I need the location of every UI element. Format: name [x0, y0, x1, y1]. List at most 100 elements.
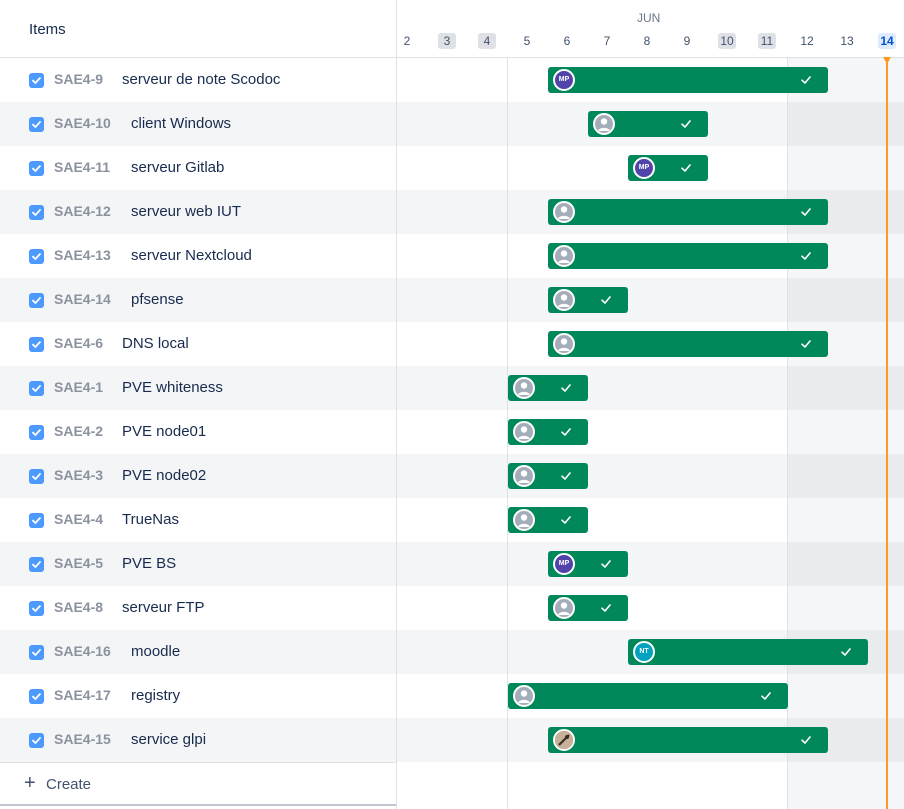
list-item[interactable]: SAE4-6 DNS local: [0, 322, 396, 366]
checkbox-icon[interactable]: [29, 557, 44, 572]
list-item[interactable]: SAE4-14 pfsense: [0, 278, 396, 322]
avatar: [553, 729, 575, 751]
list-item[interactable]: SAE4-4 TrueNas: [0, 498, 396, 542]
checkbox-icon[interactable]: [29, 293, 44, 308]
day-label: 14: [878, 33, 896, 49]
issue-key[interactable]: SAE4-11: [54, 159, 111, 175]
checkbox-icon[interactable]: [29, 337, 44, 352]
issue-bar[interactable]: MP: [628, 155, 708, 181]
list-item[interactable]: SAE4-11 serveur Gitlab: [0, 146, 396, 190]
issue-summary[interactable]: DNS local: [122, 335, 189, 352]
issue-key[interactable]: SAE4-12: [54, 203, 111, 219]
user-avatar-icon: [553, 597, 575, 619]
user-avatar-icon: [553, 201, 575, 223]
user-avatar-icon: [513, 685, 535, 707]
done-check-icon: [799, 205, 813, 219]
user-avatar-icon: [513, 509, 535, 531]
issue-bar[interactable]: [548, 331, 828, 357]
checkbox-icon[interactable]: [29, 469, 44, 484]
issue-bar[interactable]: [548, 243, 828, 269]
issue-summary[interactable]: TrueNas: [122, 511, 179, 528]
issue-bar[interactable]: [508, 683, 788, 709]
list-item[interactable]: SAE4-17 registry: [0, 674, 396, 718]
checkbox-icon[interactable]: [29, 733, 44, 748]
create-button[interactable]: + Create: [0, 762, 396, 806]
issue-summary[interactable]: moodle: [131, 643, 181, 660]
issue-summary[interactable]: serveur Nextcloud: [131, 247, 252, 264]
issue-summary[interactable]: serveur de note Scodoc: [122, 71, 281, 88]
issue-key[interactable]: SAE4-4: [54, 511, 104, 527]
issue-summary[interactable]: serveur FTP: [122, 599, 205, 616]
issue-summary[interactable]: service glpi: [131, 731, 207, 748]
done-check-icon: [599, 293, 613, 307]
issue-bar[interactable]: [548, 727, 828, 753]
issue-key[interactable]: SAE4-1: [54, 379, 104, 395]
issue-bar[interactable]: MP: [548, 551, 628, 577]
issue-key[interactable]: SAE4-9: [54, 71, 104, 87]
issue-key[interactable]: SAE4-15: [54, 731, 111, 747]
list-item[interactable]: SAE4-13 serveur Nextcloud: [0, 234, 396, 278]
list-item[interactable]: SAE4-12 serveur web IUT: [0, 190, 396, 234]
issue-summary[interactable]: PVE BS: [122, 555, 177, 572]
issue-bar[interactable]: [508, 419, 588, 445]
today-marker-icon: [883, 57, 891, 64]
list-item[interactable]: SAE4-10 client Windows: [0, 102, 396, 146]
checkbox-icon[interactable]: [29, 689, 44, 704]
issue-bar[interactable]: [548, 287, 628, 313]
list-item[interactable]: SAE4-5 PVE BS: [0, 542, 396, 586]
issue-key[interactable]: SAE4-13: [54, 247, 111, 263]
items-list-panel: Items SAE4-9 serveur de note Scodoc SAE4-1…: [0, 0, 396, 809]
issue-key[interactable]: SAE4-10: [54, 115, 111, 131]
checkbox-icon[interactable]: [29, 117, 44, 132]
list-item[interactable]: SAE4-3 PVE node02: [0, 454, 396, 498]
issue-bar[interactable]: [508, 375, 588, 401]
issue-summary[interactable]: PVE node02: [122, 467, 207, 484]
timeline-row: [397, 542, 904, 586]
month-label: JUN: [637, 11, 661, 25]
issue-bar[interactable]: [588, 111, 708, 137]
issue-bar[interactable]: [508, 463, 588, 489]
issue-key[interactable]: SAE4-2: [54, 423, 104, 439]
issue-key[interactable]: SAE4-5: [54, 555, 104, 571]
issue-key[interactable]: SAE4-3: [54, 467, 104, 483]
issue-key[interactable]: SAE4-17: [54, 687, 111, 703]
issue-key[interactable]: SAE4-6: [54, 335, 104, 351]
issue-summary[interactable]: PVE whiteness: [122, 379, 223, 396]
checkbox-icon[interactable]: [29, 513, 44, 528]
checkbox-icon[interactable]: [29, 205, 44, 220]
checkbox-icon[interactable]: [29, 381, 44, 396]
issue-bar[interactable]: [508, 507, 588, 533]
issue-bar[interactable]: [548, 595, 628, 621]
issue-summary[interactable]: client Windows: [131, 115, 232, 132]
panel-divider[interactable]: [396, 0, 397, 809]
issue-key[interactable]: SAE4-8: [54, 599, 104, 615]
issue-bar[interactable]: [548, 199, 828, 225]
timeline-row: [397, 454, 904, 498]
list-item[interactable]: SAE4-2 PVE node01: [0, 410, 396, 454]
issue-summary[interactable]: pfsense: [131, 291, 184, 308]
list-item[interactable]: SAE4-15 service glpi: [0, 718, 396, 762]
list-item[interactable]: SAE4-8 serveur FTP: [0, 586, 396, 630]
checkbox-icon[interactable]: [29, 161, 44, 176]
issue-summary[interactable]: serveur Gitlab: [131, 159, 225, 176]
checkbox-icon[interactable]: [29, 601, 44, 616]
issue-key[interactable]: SAE4-16: [54, 643, 111, 659]
done-check-icon: [599, 601, 613, 615]
issue-bar[interactable]: MP: [548, 67, 828, 93]
list-item[interactable]: SAE4-1 PVE whiteness: [0, 366, 396, 410]
issue-summary[interactable]: registry: [131, 687, 181, 704]
list-item[interactable]: SAE4-9 serveur de note Scodoc: [0, 58, 396, 102]
avatar: MP: [633, 157, 655, 179]
issue-summary[interactable]: serveur web IUT: [131, 203, 242, 220]
issue-summary[interactable]: PVE node01: [122, 423, 207, 440]
day-label: 5: [523, 34, 531, 48]
list-item[interactable]: SAE4-16 moodle: [0, 630, 396, 674]
issue-bar[interactable]: NT: [628, 639, 868, 665]
day-label: 2: [403, 34, 411, 48]
issue-key[interactable]: SAE4-14: [54, 291, 111, 307]
checkbox-icon[interactable]: [29, 73, 44, 88]
user-avatar-icon: [513, 421, 535, 443]
checkbox-icon[interactable]: [29, 249, 44, 264]
checkbox-icon[interactable]: [29, 425, 44, 440]
checkbox-icon[interactable]: [29, 645, 44, 660]
